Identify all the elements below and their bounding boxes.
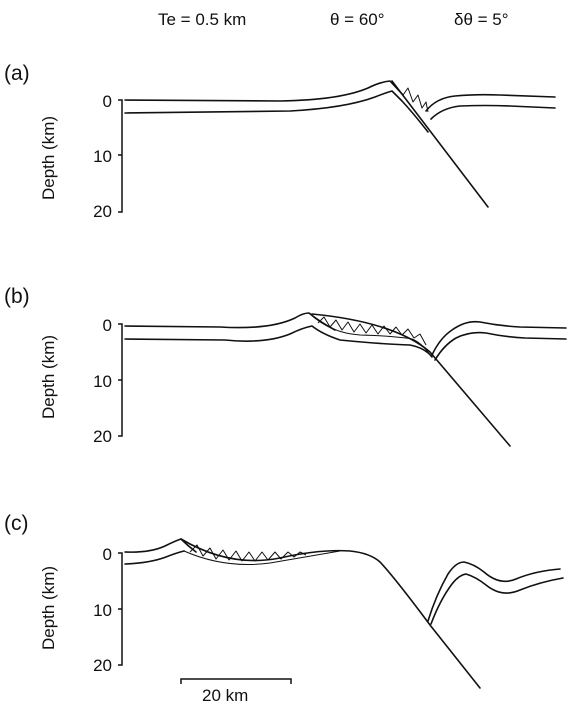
panel-b-footwall-base <box>434 331 567 361</box>
panel-b-footwall-top <box>431 320 567 356</box>
te-label: Te = 0.5 km <box>158 10 246 29</box>
panel-b-fault-blocks <box>317 316 427 346</box>
scale-bar: 20 km <box>180 678 292 705</box>
panel-c-fault-blocks <box>189 544 307 562</box>
panel-c-label: (c) <box>4 512 29 535</box>
panel-a: (a) Depth (km) 0 10 20 <box>4 62 556 221</box>
panel-b-plate-top <box>124 312 336 331</box>
panel-b: (b) Depth (km) 0 10 20 <box>4 285 567 447</box>
panel-c-tick-label-10: 10 <box>93 601 112 620</box>
panel-b-tick-label-0: 0 <box>103 316 112 335</box>
panel-c-footwall-top <box>427 561 561 622</box>
panel-b-tick-label-10: 10 <box>93 372 112 391</box>
panel-b-fault <box>311 313 511 447</box>
scale-bar-line <box>180 678 292 684</box>
panel-a-plate-top <box>124 80 404 102</box>
panel-a-footwall-top <box>425 93 556 112</box>
panel-a-plate-base <box>124 90 429 133</box>
panel-c-plate-top <box>124 538 197 553</box>
panel-a-tick-label-10: 10 <box>93 147 112 166</box>
panel-c-depth-axis-label: Depth (km) <box>39 566 58 650</box>
dtheta-label: δθ = 5° <box>454 10 509 29</box>
panel-c-rollover-base <box>183 550 341 565</box>
panel-a-fault <box>391 80 489 208</box>
theta-label: θ = 60° <box>330 10 385 29</box>
panel-a-fault-blocks <box>402 87 429 113</box>
panel-a-tick-label-0: 0 <box>103 92 112 111</box>
panel-a-tick-label-20: 20 <box>93 202 112 221</box>
scale-bar-label: 20 km <box>202 686 248 705</box>
panel-c-plate-base <box>124 550 185 565</box>
panel-c-tick-label-20: 20 <box>93 656 112 675</box>
panel-c-tick-label-0: 0 <box>103 545 112 564</box>
panel-b-label: (b) <box>4 285 30 308</box>
panel-a-depth-axis <box>118 99 123 213</box>
panel-c-footwall-base <box>430 573 564 625</box>
panel-b-plate-base <box>124 325 433 358</box>
panel-a-label: (a) <box>4 62 30 85</box>
panel-c: (c) Depth (km) 0 10 20 <box>4 512 564 689</box>
panel-a-footwall-base <box>430 104 556 120</box>
panel-a-depth-axis-label: Depth (km) <box>39 116 58 200</box>
panel-b-tick-label-20: 20 <box>93 427 112 446</box>
panel-b-depth-axis-label: Depth (km) <box>39 335 58 419</box>
